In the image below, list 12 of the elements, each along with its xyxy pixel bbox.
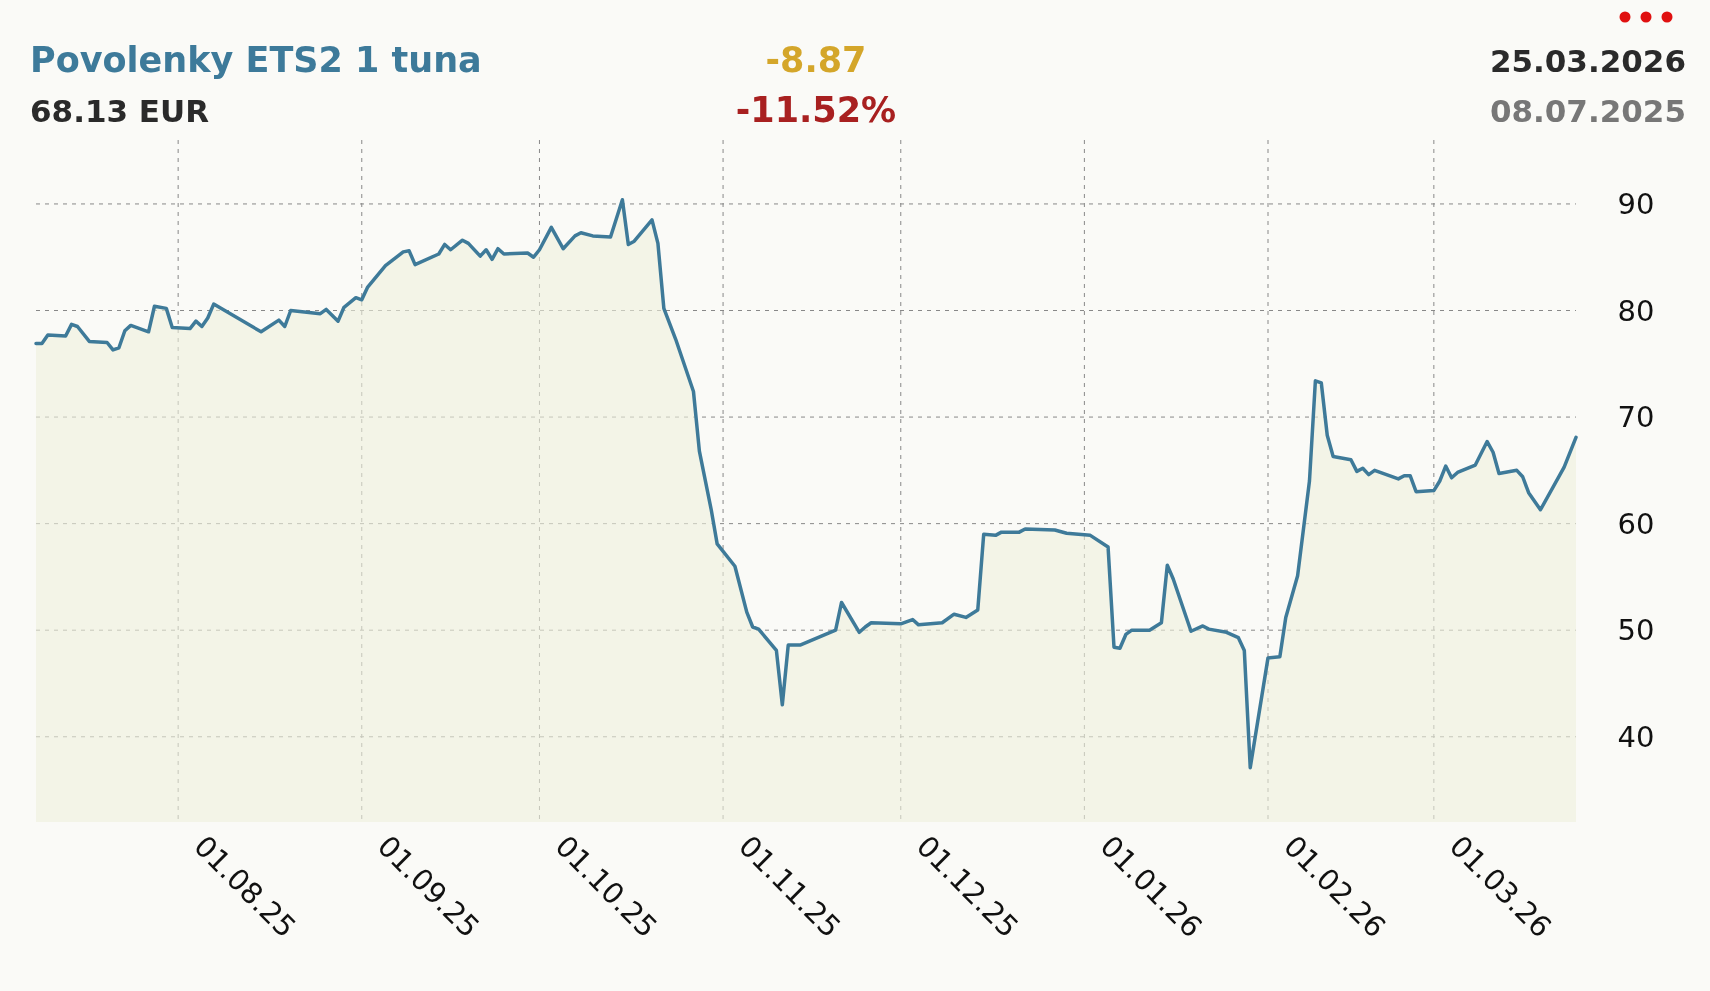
y-tick-label: 60 [1617, 506, 1655, 541]
chart-subtitle: 68.13 EUR [30, 93, 210, 129]
y-tick-label: 50 [1617, 613, 1655, 648]
chart-title: Povolenky ETS2 1 tuna [30, 40, 482, 80]
text: 08.07.2025 [1489, 93, 1686, 129]
y-tick-label: 40 [1617, 719, 1655, 754]
text: 25.03.2026 [1489, 43, 1686, 79]
y-tick-label: 80 [1617, 293, 1655, 328]
y-tick-label: 90 [1617, 187, 1655, 222]
text: -8.87 [765, 40, 867, 80]
y-tick-label: 70 [1617, 400, 1655, 435]
text: -11.52% [735, 90, 897, 130]
